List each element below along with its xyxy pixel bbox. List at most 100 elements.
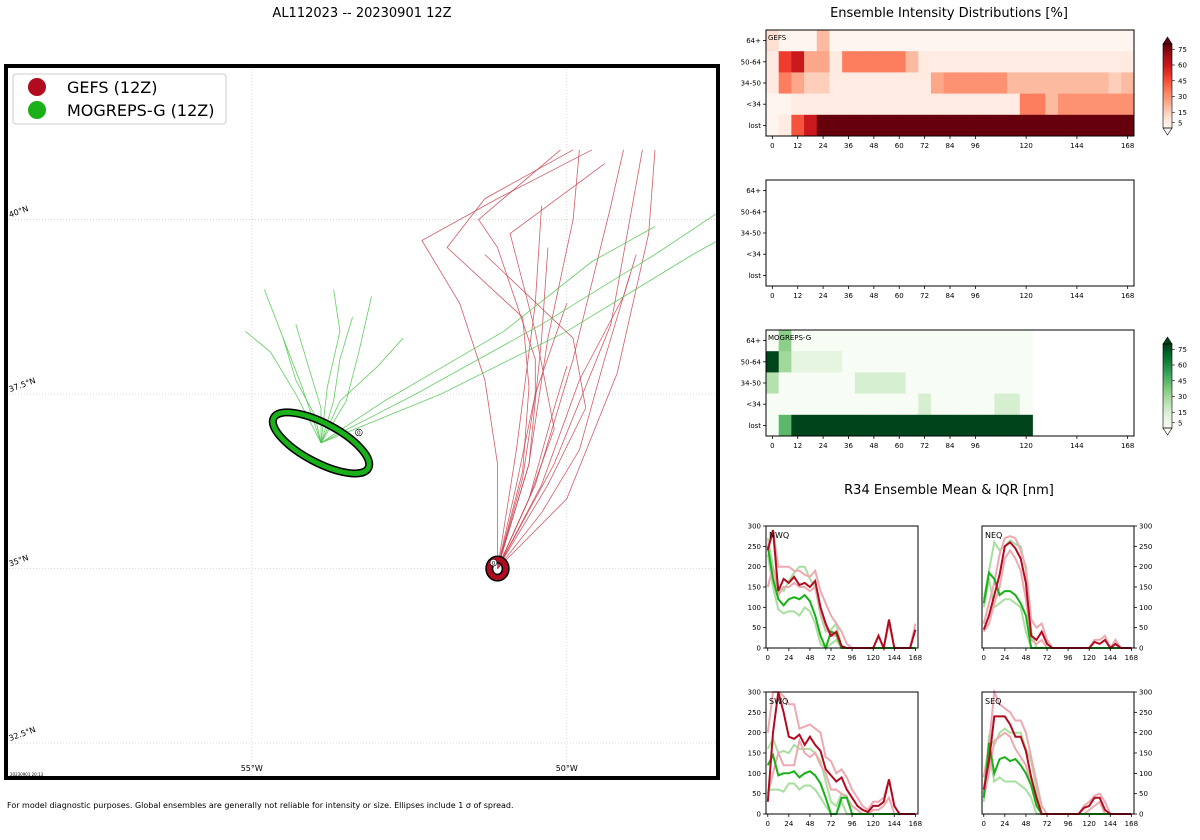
heatmap-cell: [880, 72, 894, 94]
heatmap-cell: [1083, 30, 1097, 52]
r34-value-label: 250: [748, 543, 761, 551]
heatmap-cell: [842, 414, 856, 437]
colorbar-band: [1163, 125, 1172, 129]
heatmap-cell: [956, 330, 970, 352]
colorbar-band: [1163, 369, 1172, 372]
r34-title: R34 Ensemble Mean & IQR [nm]: [844, 483, 1054, 498]
r34-value-label: 200: [1139, 563, 1152, 571]
heatmap-hour-label: 144: [1070, 442, 1084, 450]
heatmap-cell: [943, 351, 957, 373]
colorbar-band: [1163, 79, 1172, 83]
heatmap-cell: [930, 393, 945, 416]
r34-value-label: 0: [1139, 645, 1143, 653]
gefs-mean-line: [766, 691, 916, 815]
gefs-mean-line: [766, 529, 917, 652]
heatmap-row-label: 34-50: [741, 230, 761, 238]
heatmap-cell: [930, 114, 945, 137]
colorbar-band: [1163, 356, 1172, 360]
heatmap-hour-label: 168: [1121, 442, 1134, 450]
heatmap-cell: [892, 330, 906, 352]
colorbar-band: [1163, 48, 1172, 51]
colorbar-band: [1163, 398, 1172, 402]
r34-hour-label: 144: [1104, 820, 1118, 828]
heatmap-cell: [1095, 93, 1110, 116]
gefs-iqr-low: [766, 737, 916, 815]
r34-hour-label: 96: [848, 820, 857, 828]
heatmap-cell: [1019, 30, 1033, 52]
heatmap-cell: [1070, 114, 1084, 137]
heatmap-cell: [905, 372, 919, 394]
heatmap-cell: [791, 51, 805, 73]
heatmap-cell: [918, 30, 932, 52]
heatmap-hour-label: 12: [793, 142, 802, 150]
heatmap-hour-label: 96: [971, 142, 980, 150]
heatmap-row-label: 34-50: [741, 80, 761, 88]
heatmap-cell: [1121, 114, 1135, 137]
colorbar-band: [1163, 44, 1172, 47]
heatmap-cell: [791, 330, 805, 352]
heatmap-cell: [943, 72, 957, 94]
r34-value-label: 0: [757, 645, 761, 653]
heatmap-cell: [842, 51, 856, 73]
heatmap-cell: [1121, 93, 1135, 116]
r34-plot-area: [982, 526, 1134, 648]
heatmap-row-label: lost: [748, 422, 761, 430]
r34-hour-label: 48: [1021, 654, 1030, 662]
r34-hour-label: 0: [982, 654, 986, 662]
heatmap-cell: [918, 414, 932, 437]
heatmap-cell: [829, 372, 843, 394]
heatmap-cell: [867, 114, 881, 137]
ensemble-track: [497, 303, 568, 569]
map-legend: GEFS (12Z) MOGREPS-G (12Z): [12, 73, 227, 125]
r34-value-label: 150: [1139, 584, 1152, 592]
heatmap-hour-label: 96: [971, 442, 980, 450]
r34-hour-label: 144: [1104, 654, 1118, 662]
heatmap-cell: [918, 51, 932, 73]
heatmap-cell: [867, 72, 881, 94]
colorbar-band: [1163, 109, 1172, 112]
heatmap-cell: [1007, 351, 1021, 373]
heatmap-cell: [778, 330, 792, 352]
heatmap-cell: [867, 93, 881, 116]
r34-value-label: 300: [1139, 523, 1152, 531]
heatmap-row-label: lost: [748, 272, 761, 280]
heatmap-cell: [930, 414, 945, 437]
colorbar-band: [1163, 92, 1172, 95]
heatmap-cell: [778, 351, 792, 373]
heatmap-cell: [766, 114, 780, 137]
heatmap-model-label: GEFS: [768, 34, 787, 42]
r34-hour-label: 72: [1043, 820, 1052, 828]
r34-hour-label: 168: [1125, 654, 1138, 662]
heatmap-cell: [981, 93, 995, 116]
r34-panel-swq: SWQ 0 24 48 72 96 120 144 168 0 50 100 150 200 250 300: [748, 689, 922, 829]
r34-hour-label: 72: [827, 654, 836, 662]
heatmap-cell: [1007, 330, 1021, 352]
heatmap-cell: [816, 93, 830, 116]
heatmap-cell: [766, 393, 780, 416]
heatmap-cell: [1019, 372, 1033, 394]
heatmap-cell: [778, 372, 792, 394]
r34-value-label: 150: [748, 750, 761, 758]
heatmap-cell: [930, 72, 945, 94]
colorbar-band: [1163, 56, 1172, 60]
heatmap-cell: [994, 372, 1008, 394]
heatmap-cell: [905, 30, 919, 52]
heatmap-hour-label: 144: [1070, 142, 1084, 150]
colorbar-band: [1163, 407, 1172, 410]
ensemble-track: [497, 163, 605, 569]
colorbar-band: [1163, 375, 1172, 379]
heatmap-cell: [905, 93, 919, 116]
colorbar-band: [1163, 71, 1172, 74]
r34-value-label: 0: [1139, 811, 1143, 819]
ensemble-track: [484, 254, 587, 569]
heatmap-cell: [1045, 114, 1059, 137]
ensemble-track: [497, 149, 580, 569]
heatmap-cell: [1019, 72, 1033, 94]
heatmap-hour-label: 12: [793, 292, 802, 300]
heatmap-cell: [842, 30, 856, 52]
heatmap-model-label: MOGREPS-G: [768, 334, 811, 342]
colorbar-band: [1163, 350, 1172, 353]
r34-value-label: 300: [748, 523, 761, 531]
heatmap-cell: [804, 93, 818, 116]
